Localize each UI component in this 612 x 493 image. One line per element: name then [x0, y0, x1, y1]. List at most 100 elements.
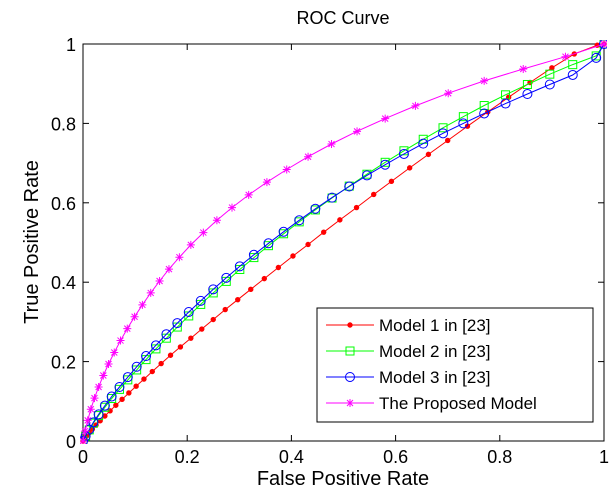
data-point [248, 286, 254, 293]
data-point [141, 376, 147, 382]
legend: Model 1 in [23] Model 2 in [23] Model 3 in… [316, 307, 594, 423]
data-point [321, 229, 327, 235]
data-point [81, 427, 90, 436]
data-point [353, 127, 362, 136]
data-point [282, 165, 291, 174]
data-point [90, 394, 99, 403]
data-point [305, 241, 311, 248]
data-point [210, 316, 216, 323]
legend-label: The Proposed Model [379, 394, 537, 413]
data-point [164, 265, 173, 274]
legend-marker [345, 372, 355, 382]
data-point [425, 151, 432, 158]
data-point [199, 228, 208, 237]
x-tick-label: 0 [78, 447, 88, 467]
data-point [500, 98, 511, 109]
data-point [567, 69, 578, 80]
data-point [522, 79, 532, 89]
data-point [361, 170, 372, 181]
data-point [263, 238, 274, 249]
data-point [113, 402, 119, 408]
data-point [146, 288, 155, 297]
data-point [244, 190, 253, 199]
data-point [88, 417, 99, 428]
data-point [371, 191, 377, 198]
data-point [398, 148, 409, 159]
data-point [99, 400, 110, 411]
data-point [177, 344, 184, 350]
data-point [123, 324, 132, 333]
data-point [418, 138, 429, 149]
data-point [195, 295, 206, 306]
data-point [116, 336, 125, 345]
data-point [208, 284, 219, 295]
data-point [138, 300, 147, 309]
data-point [83, 416, 92, 425]
x-tick-label: 1 [599, 447, 609, 467]
data-point [222, 306, 228, 313]
series-line [82, 43, 605, 442]
data-point [188, 335, 194, 341]
x-tick-label: 0.4 [279, 447, 304, 467]
data-point [183, 306, 194, 317]
legend-marker [346, 399, 354, 407]
data-point [549, 65, 555, 71]
data-point [479, 108, 490, 119]
data-point [399, 146, 409, 156]
x-axis-ticks: 0 0.2 0.4 0.6 0.8 1 [78, 44, 609, 467]
data-point [131, 361, 142, 372]
legend-item: Model 3 in [23] [326, 368, 491, 387]
data-point [411, 101, 420, 110]
data-point [172, 318, 183, 329]
series-line [82, 43, 605, 442]
series-line [82, 43, 605, 442]
data-point [150, 340, 161, 351]
data-point [294, 215, 305, 226]
data-point [444, 89, 453, 98]
data-point [353, 204, 360, 211]
data-point [94, 383, 103, 392]
data-point [221, 272, 232, 283]
data-point [110, 348, 119, 357]
data-point [544, 79, 555, 90]
data-point [167, 352, 174, 358]
data-point [479, 101, 489, 111]
data-point [262, 178, 271, 187]
data-point [80, 436, 88, 444]
legend-item: The Proposed Model [326, 394, 537, 413]
data-point [327, 192, 338, 203]
x-tick-label: 0.2 [175, 447, 200, 467]
data-point [406, 165, 413, 171]
data-point [275, 264, 282, 271]
data-point [186, 240, 195, 249]
x-tick-label: 0.6 [383, 447, 408, 467]
y-tick-label: 0.6 [51, 194, 76, 214]
data-point [149, 368, 155, 375]
data-point [130, 312, 139, 321]
series-3 [80, 40, 607, 444]
legend-marker [347, 322, 353, 328]
data-point [199, 326, 205, 332]
data-point [290, 253, 296, 259]
legend-label: Model 2 in [23] [379, 342, 491, 361]
data-point [228, 203, 237, 212]
y-tick-label: 0 [66, 432, 76, 452]
legend-label: Model 1 in [23] [379, 316, 491, 335]
data-point [235, 296, 241, 303]
data-point [104, 359, 113, 368]
data-point [122, 372, 133, 383]
data-point [212, 216, 221, 225]
data-point [158, 360, 164, 367]
legend-marker [345, 346, 355, 356]
y-tick-label: 0.8 [51, 114, 76, 134]
x-axis-label: False Positive Rate [257, 468, 429, 490]
data-point [99, 371, 108, 380]
data-point [106, 391, 117, 402]
data-point [327, 140, 336, 149]
data-point [388, 178, 395, 185]
data-point [480, 76, 489, 85]
y-axis-label: True Positive Rate [21, 160, 43, 324]
data-point [161, 329, 172, 340]
y-axis-ticks: 0 0.2 0.4 0.6 0.8 1 [51, 35, 604, 452]
chart-title: ROC Curve [296, 8, 389, 28]
